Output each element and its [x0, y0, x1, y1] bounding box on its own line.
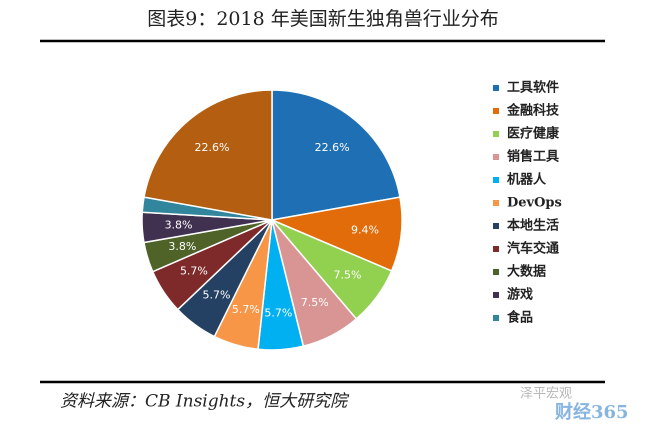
legend-label: 机器人	[507, 172, 547, 188]
legend-label: 金融科技	[506, 103, 560, 119]
legend-label: 本地生活	[507, 218, 559, 234]
watermark: 财经365	[555, 401, 629, 423]
watermark: 泽平宏观	[520, 387, 572, 402]
legend-swatch	[493, 200, 499, 206]
pie-slice	[271, 89, 401, 221]
legend-label: DevOps	[507, 196, 562, 211]
source: 资料来源：CB Insights，恒大研究院	[60, 392, 350, 412]
legend-label: 医疗健康	[507, 126, 560, 142]
data-label: 5.7%	[232, 303, 260, 316]
legend-swatch	[493, 269, 499, 275]
pie-slice	[143, 89, 273, 221]
legend-swatch	[493, 154, 499, 160]
data-label: 5.7%	[264, 306, 292, 319]
legend-swatch	[493, 292, 499, 298]
legend-swatch	[493, 223, 499, 229]
legend-swatch	[493, 85, 499, 91]
legend-swatch	[493, 177, 499, 183]
data-label: 3.8%	[165, 218, 193, 231]
data-label: 7.5%	[333, 268, 361, 281]
data-label: 5.7%	[180, 265, 208, 278]
data-label: 9.4%	[351, 224, 379, 237]
legend-label: 销售工具	[507, 149, 559, 165]
legend-label: 工具软件	[507, 80, 559, 96]
legend-label: 大数据	[507, 264, 546, 280]
legend-swatch	[493, 315, 499, 321]
legend-label: 游戏	[507, 287, 533, 303]
legend-swatch	[493, 246, 499, 252]
legend-swatch	[493, 131, 499, 137]
data-label: 22.6%	[315, 141, 350, 154]
legend-swatch	[493, 108, 499, 114]
data-label: 5.7%	[202, 288, 230, 301]
data-label: 7.5%	[301, 296, 329, 309]
chart-title: 图表9：2018 年美国新生独角兽行业分布	[147, 8, 498, 30]
legend-label: 汽车交通	[507, 241, 559, 257]
data-label: 22.6%	[194, 141, 229, 154]
data-label: 3.8%	[168, 240, 196, 253]
legend-label: 食品	[507, 310, 533, 326]
